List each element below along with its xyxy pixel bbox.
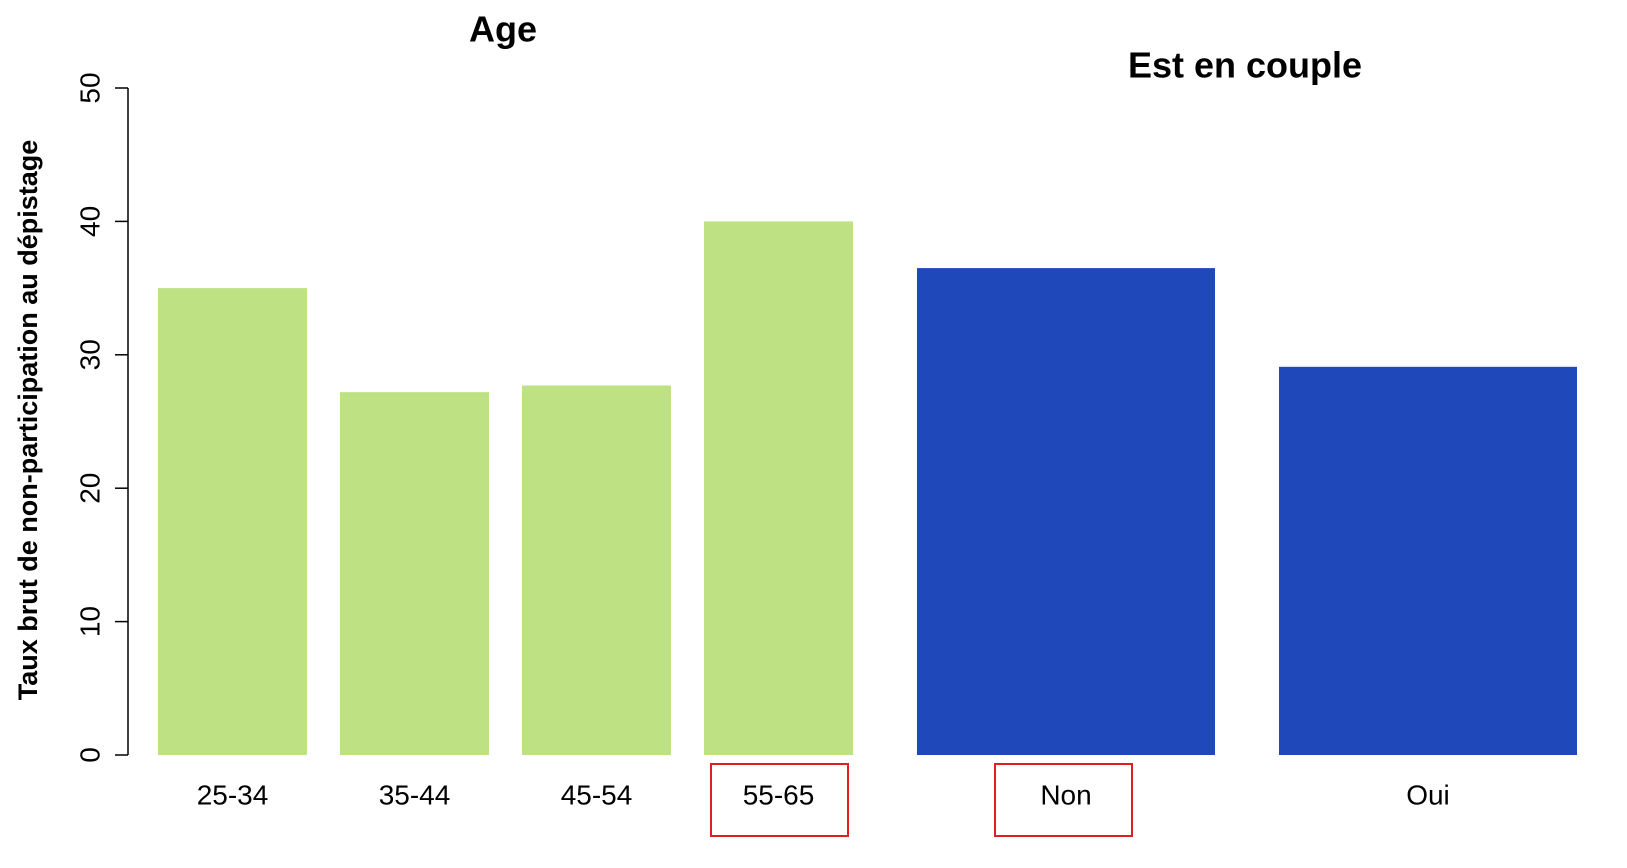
bar [1279, 366, 1577, 755]
chart-title: Age [469, 9, 537, 50]
x-tick-label: 45-54 [561, 779, 633, 810]
bar [340, 392, 489, 755]
bar [158, 288, 307, 755]
y-tick-label: 50 [74, 72, 105, 103]
y-tick-label: 20 [74, 473, 105, 504]
y-axis-label: Taux brut de non-participation au dépist… [13, 140, 43, 701]
bar [704, 221, 853, 755]
highlight-box [710, 763, 849, 837]
x-tick-label: 55-65 [743, 779, 815, 810]
x-tick-label: Non [1040, 779, 1091, 810]
x-tick-label: Oui [1406, 779, 1450, 810]
y-tick-label: 10 [74, 606, 105, 637]
x-tick-label: 35-44 [379, 779, 451, 810]
chart-title: Est en couple [1128, 45, 1362, 86]
x-tick-label: 25-34 [197, 779, 269, 810]
y-tick-label: 30 [74, 339, 105, 370]
highlight-box [994, 763, 1133, 837]
y-tick-label: 40 [74, 206, 105, 237]
y-tick-label: 0 [74, 747, 105, 763]
bar [522, 385, 671, 755]
bar [917, 268, 1215, 755]
